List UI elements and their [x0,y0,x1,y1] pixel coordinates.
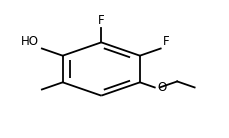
Text: F: F [98,14,104,27]
Text: O: O [157,81,166,94]
Text: HO: HO [21,35,39,48]
Text: F: F [162,35,169,48]
